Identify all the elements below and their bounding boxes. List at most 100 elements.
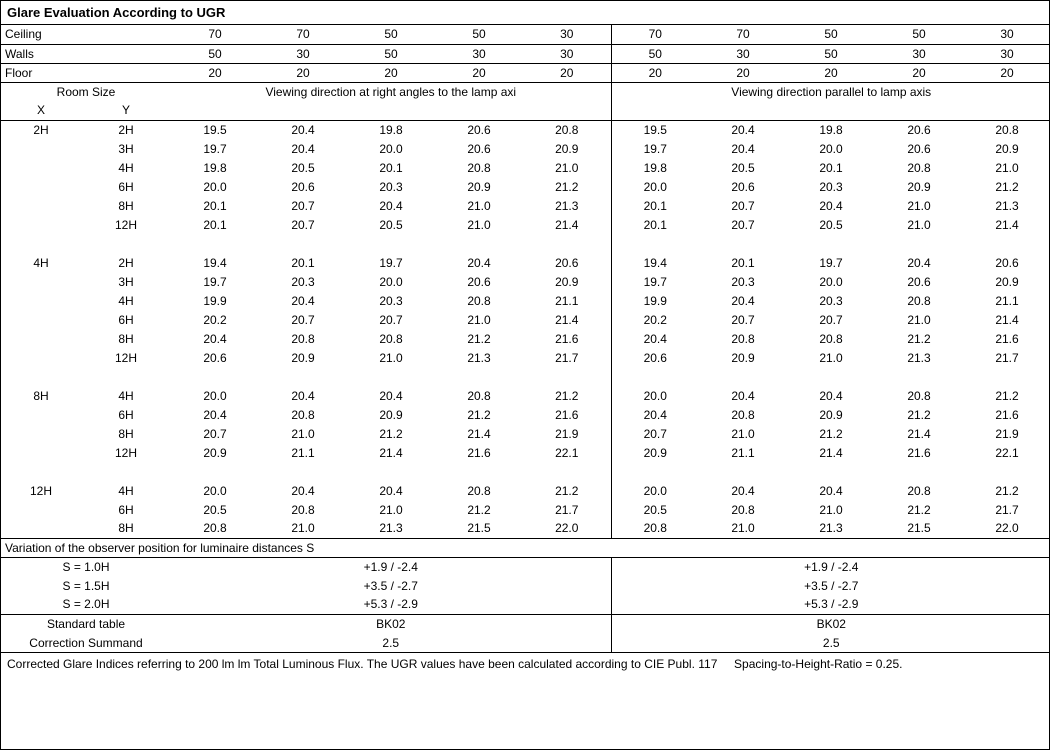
y-value: 8H [81, 329, 171, 348]
ugr-value: 22.0 [523, 519, 611, 538]
y-value: 3H [81, 139, 171, 158]
ugr-value: 21.4 [963, 215, 1050, 234]
ugr-value: 20.5 [787, 215, 875, 234]
room-size-label: Room Size [1, 82, 171, 101]
y-value: 6H [81, 310, 171, 329]
ugr-value: 21.3 [523, 196, 611, 215]
ugr-value: 20.1 [259, 253, 347, 272]
y-value: 4H [81, 158, 171, 177]
ugr-value: 20.9 [347, 405, 435, 424]
standard-table-right: BK02 [611, 614, 1050, 633]
ugr-value: 20.6 [611, 348, 699, 367]
ugr-value: 20.9 [171, 443, 259, 462]
walls-val: 50 [611, 44, 699, 63]
x-value: 8H [1, 386, 81, 405]
x-value [1, 177, 81, 196]
ugr-value: 20.8 [435, 158, 523, 177]
ugr-value: 20.6 [963, 253, 1050, 272]
ugr-value: 20.4 [435, 253, 523, 272]
footnote: Corrected Glare Indices referring to 200… [1, 652, 1049, 675]
ugr-value: 21.2 [523, 481, 611, 500]
ugr-value: 20.5 [259, 158, 347, 177]
ugr-value: 20.3 [787, 291, 875, 310]
x-value [1, 500, 81, 519]
ugr-value: 19.5 [611, 120, 699, 139]
ugr-value: 21.7 [963, 348, 1050, 367]
ugr-value: 20.7 [259, 310, 347, 329]
ugr-value: 20.4 [347, 386, 435, 405]
ugr-value: 21.0 [963, 158, 1050, 177]
ugr-value: 19.4 [171, 253, 259, 272]
ugr-value: 21.5 [875, 519, 963, 538]
floor-label: Floor [1, 63, 171, 82]
s-label: S = 1.5H [1, 576, 171, 595]
ugr-value: 21.9 [963, 424, 1050, 443]
y-value: 2H [81, 253, 171, 272]
s-left-value: +5.3 / -2.9 [171, 595, 611, 614]
ugr-value: 21.0 [875, 215, 963, 234]
x-value [1, 158, 81, 177]
ugr-value: 20.6 [171, 348, 259, 367]
floor-val: 20 [963, 63, 1050, 82]
ugr-value: 19.7 [171, 139, 259, 158]
x-value [1, 215, 81, 234]
ugr-value: 20.1 [171, 196, 259, 215]
ugr-value: 20.8 [699, 405, 787, 424]
floor-val: 20 [259, 63, 347, 82]
ugr-value: 20.9 [699, 348, 787, 367]
ugr-value: 20.5 [611, 500, 699, 519]
ugr-value: 20.6 [875, 272, 963, 291]
ugr-value: 20.3 [259, 272, 347, 291]
ugr-value: 19.8 [347, 120, 435, 139]
ugr-value: 20.0 [787, 272, 875, 291]
ugr-value: 21.2 [875, 405, 963, 424]
ugr-value: 20.9 [875, 177, 963, 196]
ugr-value: 20.3 [347, 291, 435, 310]
ugr-value: 20.4 [259, 120, 347, 139]
ugr-value: 20.4 [259, 291, 347, 310]
floor-val: 20 [435, 63, 523, 82]
ugr-value: 19.7 [787, 253, 875, 272]
y-value: 4H [81, 386, 171, 405]
ugr-value: 20.4 [611, 329, 699, 348]
ugr-value: 20.8 [963, 120, 1050, 139]
ugr-value: 21.7 [963, 500, 1050, 519]
walls-val: 30 [963, 44, 1050, 63]
ugr-value: 21.0 [347, 500, 435, 519]
ugr-value: 20.6 [523, 253, 611, 272]
ugr-value: 19.9 [611, 291, 699, 310]
y-value: 12H [81, 215, 171, 234]
ugr-value: 21.0 [435, 310, 523, 329]
ugr-value: 20.6 [435, 272, 523, 291]
x-value [1, 424, 81, 443]
correction-summand-label: Correction Summand [1, 633, 171, 652]
y-value: 6H [81, 405, 171, 424]
viewing-right-angles-label: Viewing direction at right angles to the… [171, 82, 611, 101]
ugr-value: 21.7 [523, 500, 611, 519]
ugr-value: 21.6 [523, 329, 611, 348]
y-value: 12H [81, 443, 171, 462]
ugr-value: 21.0 [347, 348, 435, 367]
ugr-value: 21.2 [875, 329, 963, 348]
floor-val: 20 [787, 63, 875, 82]
ugr-value: 20.7 [347, 310, 435, 329]
walls-val: 30 [435, 44, 523, 63]
ugr-value: 20.8 [259, 405, 347, 424]
x-value [1, 348, 81, 367]
ugr-value: 20.0 [171, 386, 259, 405]
ugr-value: 20.0 [347, 139, 435, 158]
x-value [1, 196, 81, 215]
ugr-value: 20.8 [875, 158, 963, 177]
ugr-value: 20.4 [699, 386, 787, 405]
ugr-value: 21.6 [435, 443, 523, 462]
walls-val: 30 [523, 44, 611, 63]
ceiling-val: 30 [963, 25, 1050, 44]
ugr-value: 20.5 [171, 500, 259, 519]
ugr-value: 19.8 [787, 120, 875, 139]
ugr-value: 21.3 [875, 348, 963, 367]
walls-label: Walls [1, 44, 171, 63]
ugr-value: 20.1 [611, 196, 699, 215]
ugr-value: 20.0 [347, 272, 435, 291]
y-value: 8H [81, 424, 171, 443]
ugr-value: 21.2 [787, 424, 875, 443]
